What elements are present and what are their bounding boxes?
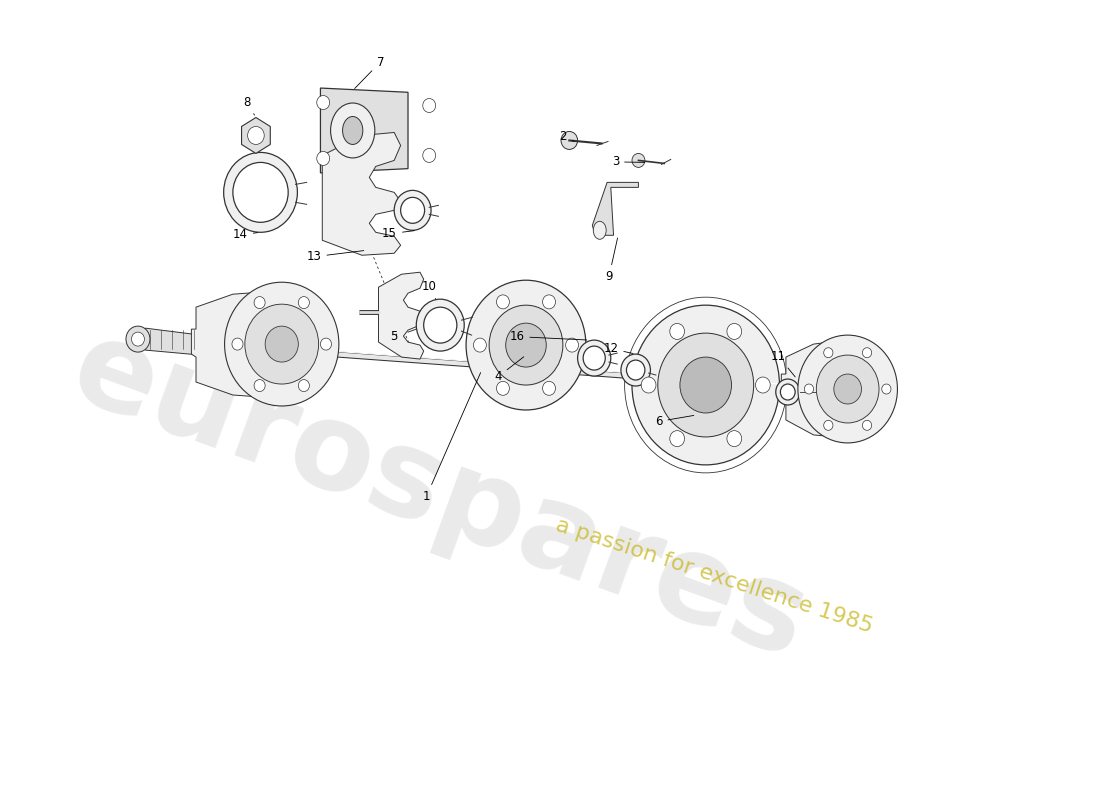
- Circle shape: [798, 335, 898, 443]
- Circle shape: [565, 338, 579, 352]
- Text: 6: 6: [654, 415, 694, 428]
- Circle shape: [490, 305, 563, 385]
- Text: 1: 1: [422, 373, 481, 503]
- Circle shape: [254, 380, 265, 391]
- Text: a passion for excellence 1985: a passion for excellence 1985: [553, 515, 876, 637]
- Text: 13: 13: [307, 250, 364, 263]
- Text: 3: 3: [612, 155, 645, 169]
- Circle shape: [658, 333, 754, 437]
- Circle shape: [862, 348, 871, 358]
- Circle shape: [882, 384, 891, 394]
- Circle shape: [422, 149, 436, 162]
- Circle shape: [670, 430, 684, 446]
- Circle shape: [776, 379, 800, 405]
- Circle shape: [466, 280, 586, 410]
- Circle shape: [416, 299, 464, 351]
- Circle shape: [126, 326, 150, 352]
- Circle shape: [627, 360, 645, 380]
- Circle shape: [223, 153, 297, 232]
- Polygon shape: [145, 328, 200, 355]
- Circle shape: [298, 380, 309, 391]
- Circle shape: [680, 357, 732, 413]
- Text: 2: 2: [559, 130, 574, 143]
- Polygon shape: [320, 88, 408, 173]
- Circle shape: [298, 297, 309, 309]
- Text: 10: 10: [421, 280, 437, 299]
- Polygon shape: [242, 118, 271, 154]
- Circle shape: [394, 190, 431, 230]
- Circle shape: [780, 384, 795, 400]
- Circle shape: [632, 305, 780, 465]
- Circle shape: [233, 162, 288, 222]
- Text: 9: 9: [605, 238, 617, 283]
- Text: 12: 12: [603, 342, 632, 355]
- Ellipse shape: [593, 222, 606, 239]
- Circle shape: [248, 126, 264, 145]
- Circle shape: [320, 338, 331, 350]
- Text: 16: 16: [509, 330, 586, 343]
- Circle shape: [578, 340, 610, 376]
- Circle shape: [632, 154, 645, 167]
- Circle shape: [473, 338, 486, 352]
- Text: eurospares: eurospares: [57, 309, 823, 683]
- Circle shape: [496, 382, 509, 395]
- Circle shape: [620, 354, 650, 386]
- Circle shape: [583, 346, 605, 370]
- Circle shape: [506, 323, 547, 367]
- Text: 11: 11: [771, 350, 795, 377]
- Circle shape: [727, 430, 741, 446]
- Circle shape: [265, 326, 298, 362]
- Circle shape: [834, 374, 861, 404]
- Circle shape: [804, 384, 814, 394]
- Polygon shape: [322, 133, 400, 255]
- Circle shape: [424, 307, 456, 343]
- Circle shape: [245, 304, 319, 384]
- Circle shape: [224, 282, 339, 406]
- Text: 15: 15: [382, 227, 415, 240]
- Ellipse shape: [331, 103, 375, 158]
- Polygon shape: [191, 292, 267, 397]
- Circle shape: [824, 348, 833, 358]
- Circle shape: [756, 377, 770, 393]
- Circle shape: [317, 151, 330, 166]
- Circle shape: [727, 323, 741, 339]
- Circle shape: [542, 382, 556, 395]
- Circle shape: [824, 420, 833, 430]
- Circle shape: [422, 98, 436, 113]
- Circle shape: [542, 295, 556, 309]
- Circle shape: [670, 323, 684, 339]
- Text: 5: 5: [390, 330, 398, 343]
- Circle shape: [317, 95, 330, 110]
- Circle shape: [862, 420, 871, 430]
- Polygon shape: [593, 182, 638, 235]
- Circle shape: [254, 297, 265, 309]
- Circle shape: [641, 377, 656, 393]
- Circle shape: [816, 355, 879, 423]
- Circle shape: [400, 198, 425, 223]
- Ellipse shape: [342, 117, 363, 145]
- Polygon shape: [781, 341, 843, 437]
- Text: 7: 7: [354, 55, 384, 89]
- Circle shape: [496, 295, 509, 309]
- Circle shape: [561, 131, 578, 150]
- Text: 4: 4: [495, 357, 524, 383]
- Text: 14: 14: [233, 228, 257, 242]
- Circle shape: [232, 338, 243, 350]
- Circle shape: [132, 332, 144, 346]
- Text: 8: 8: [243, 95, 254, 115]
- Polygon shape: [378, 272, 424, 359]
